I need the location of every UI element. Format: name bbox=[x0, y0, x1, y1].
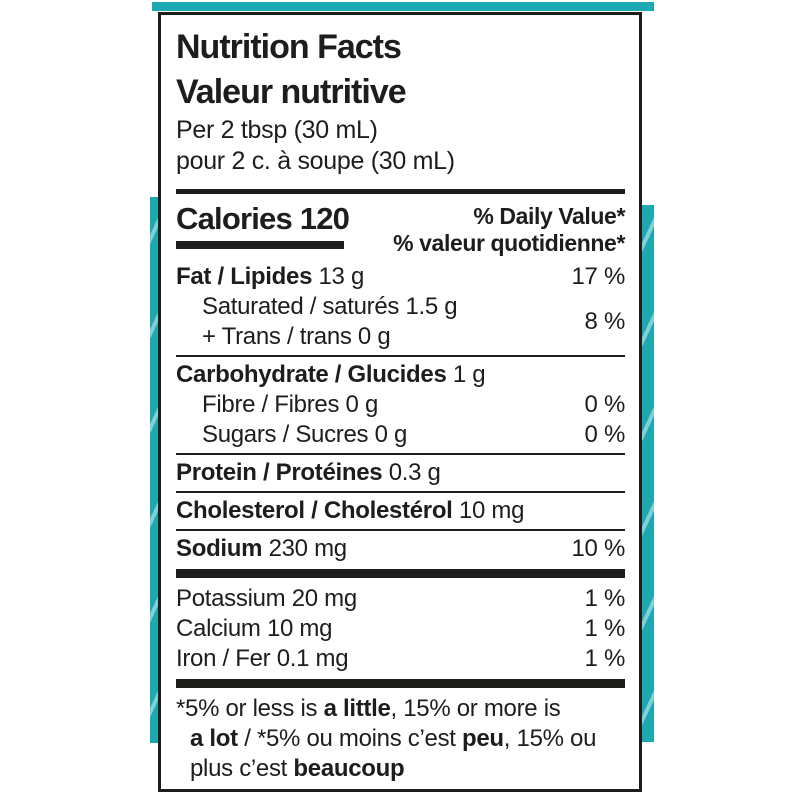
daily-value-header-english: % Daily Value* bbox=[473, 203, 625, 229]
nutrient-name: Protein / Protéines bbox=[176, 459, 383, 486]
nutrient-line: Protein / Protéines 0.3 g bbox=[176, 458, 625, 488]
footnote-line: plus c’est beaucoup bbox=[176, 754, 625, 784]
footnote-text: / *5% ou moins c’est bbox=[237, 725, 463, 752]
footnote-emphasis: beaucoup bbox=[293, 755, 405, 782]
nutrient-row: Potassium 20 mg 1 % bbox=[176, 584, 625, 614]
nutrient-row: Iron / Fer 0.1 mg 1 % bbox=[176, 644, 625, 674]
daily-value-percent: 8 % bbox=[584, 308, 626, 335]
nutrition-facts-label: Nutrition Facts Valeur nutritive Per 2 t… bbox=[158, 12, 642, 792]
nutrient-name-and-amount: Fibre / Fibres 0 g bbox=[202, 391, 378, 418]
divider-thin bbox=[176, 355, 625, 357]
nutrient-row: Calcium 10 mg 1 % bbox=[176, 614, 625, 644]
footnote-line: a lot / *5% ou moins c’est peu, 15% ou bbox=[176, 724, 625, 754]
package-stripe-right bbox=[642, 205, 654, 742]
footnote-text: , 15% or more is bbox=[390, 695, 561, 722]
calories-left: Calories 120 bbox=[176, 201, 350, 249]
nutrient-lines: Sugars / Sucres 0 g bbox=[176, 420, 585, 450]
nutrient-name-and-amount: Sugars / Sucres 0 g bbox=[202, 421, 408, 448]
divider-thin bbox=[176, 529, 625, 531]
nutrient-line: Potassium 20 mg bbox=[176, 584, 585, 614]
nutrient-line: + Trans / trans 0 g bbox=[176, 322, 585, 352]
nutrient-amount: 1 g bbox=[446, 361, 486, 388]
title-english: Nutrition Facts bbox=[176, 28, 402, 66]
nutrient-row: Sodium 230 mg 10 % bbox=[176, 534, 625, 564]
daily-value-percent: 1 % bbox=[584, 585, 626, 612]
nutrient-line: Sugars / Sucres 0 g bbox=[176, 420, 585, 450]
daily-value-percent: 1 % bbox=[584, 645, 626, 672]
footnote-text: , 15% ou bbox=[503, 725, 597, 752]
nutrient-row: Saturated / saturés 1.5 g + Trans / trans… bbox=[176, 292, 625, 352]
calories-value: 120 bbox=[299, 201, 350, 236]
daily-value-percent: 0 % bbox=[584, 391, 626, 418]
divider-thin bbox=[176, 491, 625, 493]
footnote: *5% or less is a little, 15% or more is a… bbox=[176, 694, 625, 784]
nutrient-amount: 13 g bbox=[312, 263, 365, 290]
nutrient-lines: Iron / Fer 0.1 mg bbox=[176, 644, 585, 674]
nutrient-lines: Calcium 10 mg bbox=[176, 614, 585, 644]
nutrient-lines: Carbohydrate / Glucides 1 g bbox=[176, 360, 625, 390]
daily-value-percent: 1 % bbox=[584, 615, 626, 642]
nutrient-name-and-amount: Potassium 20 mg bbox=[176, 585, 357, 612]
footnote-line: *5% or less is a little, 15% or more is bbox=[176, 694, 625, 724]
footnote-emphasis: a lot bbox=[190, 725, 238, 752]
divider-thick bbox=[176, 569, 625, 578]
calories-block: Calories 120 % Daily Value* % valeur quo… bbox=[176, 203, 625, 257]
nutrient-row: Cholesterol / Cholestérol 10 mg bbox=[176, 496, 625, 526]
daily-value-percent: 17 % bbox=[571, 263, 625, 290]
nutrient-row: Carbohydrate / Glucides 1 g bbox=[176, 360, 625, 390]
nutrient-lines: Cholesterol / Cholestérol 10 mg bbox=[176, 496, 625, 526]
footnote-text: plus c’est bbox=[190, 755, 294, 782]
nutrient-row: Fibre / Fibres 0 g 0 % bbox=[176, 390, 625, 420]
nutrient-row: Fat / Lipides 13 g 17 % bbox=[176, 262, 625, 292]
nutrient-amount: 0.3 g bbox=[382, 459, 441, 486]
nutrient-name: Sodium bbox=[176, 535, 263, 562]
nutrient-lines: Fibre / Fibres 0 g bbox=[176, 390, 585, 420]
serving-size-french: pour 2 c. à soupe (30 mL) bbox=[176, 147, 455, 175]
divider-thick bbox=[176, 679, 625, 688]
nutrient-name: Cholesterol / Cholestérol bbox=[176, 497, 453, 524]
nutrient-rows: Fat / Lipides 13 g 17 % Saturated / saturé… bbox=[176, 262, 625, 688]
calories-line: Calories 120 bbox=[176, 201, 350, 236]
nutrient-line: Saturated / saturés 1.5 g bbox=[176, 292, 585, 322]
nutrient-name-and-amount: Iron / Fer 0.1 mg bbox=[176, 645, 349, 672]
nutrient-line: Cholesterol / Cholestérol 10 mg bbox=[176, 496, 625, 526]
teal-top-bar bbox=[152, 2, 654, 11]
nutrient-name: Carbohydrate / Glucides bbox=[176, 361, 447, 388]
title-french: Valeur nutritive bbox=[176, 73, 407, 111]
nutrient-lines: Sodium 230 mg bbox=[176, 534, 571, 564]
daily-value-percent: 0 % bbox=[584, 421, 626, 448]
footnote-emphasis: a little bbox=[323, 695, 391, 722]
nutrient-name: Fat / Lipides bbox=[176, 263, 313, 290]
nutrient-lines: Fat / Lipides 13 g bbox=[176, 262, 571, 292]
nutrient-line: Sodium 230 mg bbox=[176, 534, 571, 564]
calories-label: Calories bbox=[176, 201, 293, 236]
nutrient-name-and-amount: Saturated / saturés 1.5 g bbox=[202, 293, 458, 320]
nutrient-line: Iron / Fer 0.1 mg bbox=[176, 644, 585, 674]
daily-value-header: % Daily Value* % valeur quotidienne* bbox=[393, 203, 625, 257]
nutrient-lines: Protein / Protéines 0.3 g bbox=[176, 458, 625, 488]
nutrient-amount: 10 mg bbox=[452, 497, 525, 524]
calories-underline-bar bbox=[176, 241, 344, 249]
serving-size-english: Per 2 tbsp (30 mL) bbox=[176, 116, 378, 144]
nutrient-line: Carbohydrate / Glucides 1 g bbox=[176, 360, 625, 390]
nutrient-line: Calcium 10 mg bbox=[176, 614, 585, 644]
footnote-text: *5% or less is bbox=[176, 695, 324, 722]
daily-value-header-french: % valeur quotidienne* bbox=[393, 230, 625, 256]
nutrient-name-and-amount: Calcium 10 mg bbox=[176, 615, 333, 642]
daily-value-percent: 10 % bbox=[571, 535, 625, 562]
nutrient-name-and-amount: + Trans / trans 0 g bbox=[202, 323, 391, 350]
footnote-emphasis: peu bbox=[462, 725, 504, 752]
nutrient-lines: Potassium 20 mg bbox=[176, 584, 585, 614]
nutrient-row: Sugars / Sucres 0 g 0 % bbox=[176, 420, 625, 450]
divider-thin bbox=[176, 453, 625, 455]
package-stripe-left bbox=[150, 197, 161, 743]
divider-heavy bbox=[176, 189, 625, 194]
nutrient-line: Fibre / Fibres 0 g bbox=[176, 390, 585, 420]
nutrient-row: Protein / Protéines 0.3 g bbox=[176, 458, 625, 488]
nutrient-line: Fat / Lipides 13 g bbox=[176, 262, 571, 292]
nutrient-lines: Saturated / saturés 1.5 g + Trans / trans… bbox=[176, 292, 585, 352]
nutrient-amount: 230 mg bbox=[262, 535, 348, 562]
